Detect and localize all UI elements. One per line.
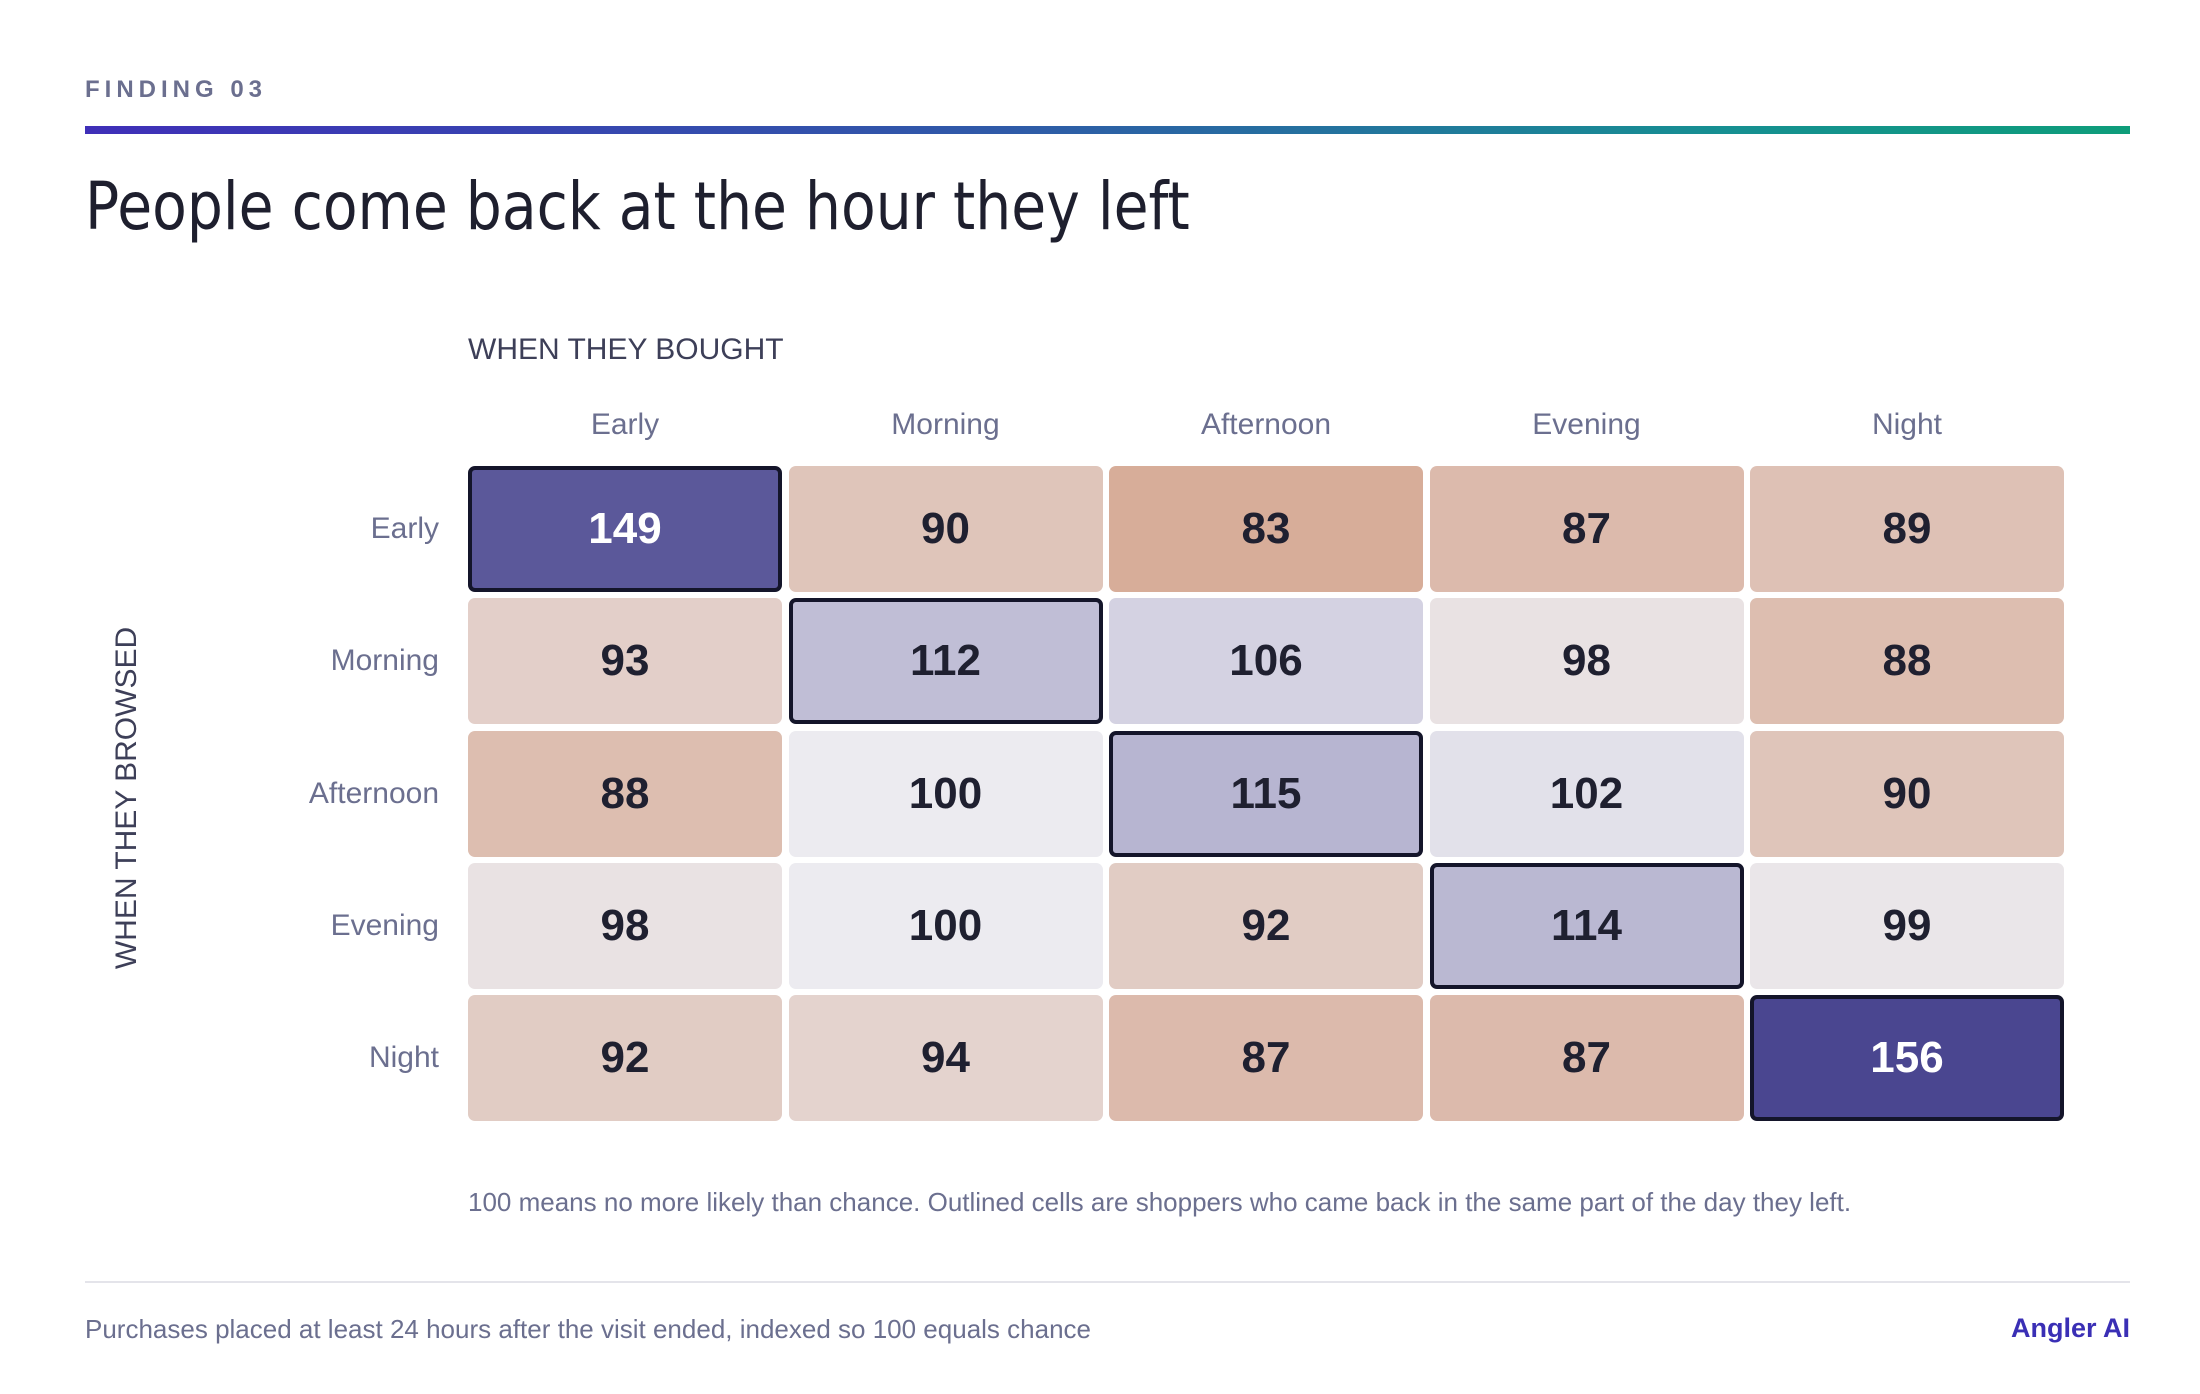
- heatmap-cell: 89: [1750, 466, 2064, 592]
- x-axis-title: WHEN THEY BOUGHT: [468, 333, 784, 366]
- heatmap-cell: 106: [1109, 598, 1423, 725]
- row-label-early: Early: [370, 512, 439, 545]
- y-axis-title: WHEN THEY BROWSED: [110, 626, 143, 970]
- col-label-night: Night: [1871, 408, 1943, 441]
- page-title: People come back at the hour they left: [85, 168, 1190, 245]
- row-label-night: Night: [368, 1041, 439, 1074]
- heatmap-cell: 102: [1429, 730, 1744, 857]
- heatmap-cell: 156: [1750, 995, 2064, 1121]
- heatmap-cell: 87: [1429, 466, 1744, 592]
- heatmap-cell: 98: [468, 862, 782, 989]
- finding-kicker: FINDING 03: [85, 76, 268, 103]
- heatmap-cell: 100: [788, 862, 1103, 989]
- accent-gradient-bar: [85, 126, 2130, 134]
- heatmap-cell: 90: [1750, 730, 2064, 857]
- chart-note: 100 means no more likely than chance. Ou…: [468, 1187, 1852, 1217]
- col-label-morning: Morning: [891, 408, 1000, 441]
- col-label-afternoon: Afternoon: [1200, 408, 1332, 441]
- heatmap-cell: 92: [468, 995, 782, 1121]
- heatmap-cell: 93: [468, 598, 782, 725]
- heatmap-cell: 115: [1109, 730, 1423, 857]
- heatmap-cell: 87: [1429, 995, 1744, 1121]
- col-label-evening: Evening: [1532, 408, 1641, 441]
- heatmap-cell: 100: [788, 730, 1103, 857]
- heatmap-cell: 114: [1429, 862, 1744, 989]
- heatmap-cell: 99: [1750, 862, 2064, 989]
- heatmap-cell: 112: [788, 598, 1103, 725]
- row-label-morning: Morning: [330, 644, 439, 678]
- heatmap-cell: 149: [468, 466, 782, 592]
- col-label-early: Early: [590, 408, 660, 441]
- heatmap-cell: 88: [468, 730, 782, 857]
- heatmap-cell: 98: [1429, 598, 1744, 725]
- row-label-evening: Evening: [330, 908, 439, 942]
- heatmap-cell: 83: [1109, 466, 1423, 592]
- footer-source-note: Purchases placed at least 24 hours after…: [85, 1314, 1091, 1344]
- heatmap-cell: 87: [1109, 995, 1423, 1121]
- heatmap-cell: 88: [1750, 598, 2064, 725]
- row-label-afternoon: Afternoon: [308, 776, 439, 810]
- heatmap-cell: 92: [1109, 862, 1423, 989]
- heatmap-cell: 94: [788, 995, 1103, 1121]
- heatmap-cell: 90: [788, 466, 1103, 592]
- brand-link[interactable]: Angler AI: [2010, 1313, 2130, 1343]
- footer-divider: [85, 1281, 2130, 1283]
